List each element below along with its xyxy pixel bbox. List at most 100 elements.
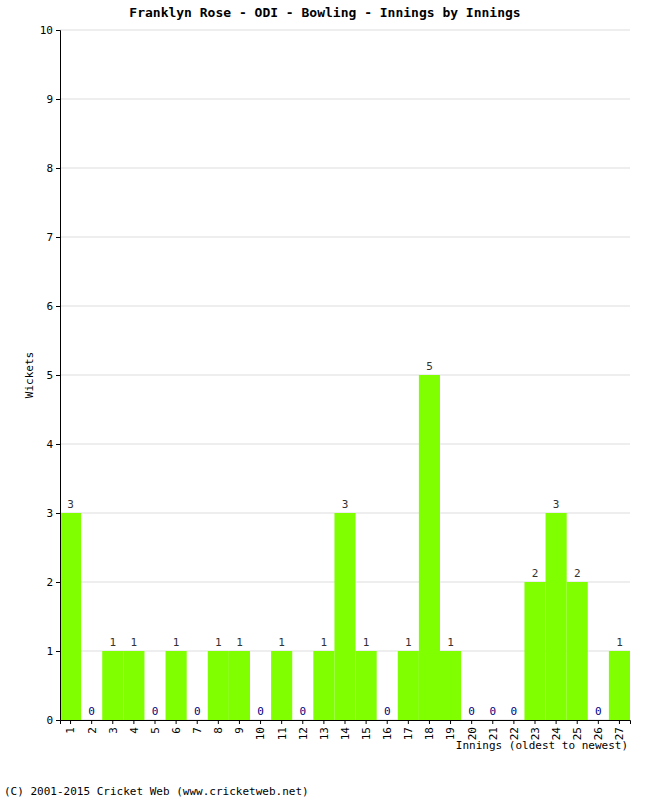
grid-line <box>60 168 630 169</box>
bar <box>292 720 313 721</box>
tick-label: 15 <box>360 727 373 740</box>
tick: 6 <box>170 720 183 734</box>
grid-line <box>60 375 630 376</box>
tick-mark <box>408 720 409 724</box>
tick-mark <box>197 720 198 724</box>
data-label: 3 <box>553 498 560 511</box>
tick-label: 6 <box>170 727 183 734</box>
tick: 20 <box>466 720 479 740</box>
bar <box>81 720 102 721</box>
bar <box>482 720 503 721</box>
tick: 9 <box>46 93 60 106</box>
tick-mark <box>387 720 388 724</box>
tick-label: 3 <box>46 507 53 520</box>
tick-mark <box>598 720 599 724</box>
tick: 9 <box>233 720 246 734</box>
bar <box>567 582 588 720</box>
data-label: 1 <box>215 636 222 649</box>
bar <box>60 513 81 720</box>
tick-mark <box>56 375 60 376</box>
tick-mark <box>56 444 60 445</box>
tick: 16 <box>381 720 394 740</box>
tick-label: 7 <box>46 231 53 244</box>
tick-mark <box>56 99 60 100</box>
tick-label: 5 <box>46 369 53 382</box>
tick-mark <box>176 720 177 724</box>
tick: 7 <box>46 231 60 244</box>
tick-label: 4 <box>128 727 141 734</box>
tick-mark <box>91 720 92 724</box>
bar <box>123 651 144 720</box>
tick-mark <box>492 720 493 724</box>
axis-line <box>61 721 631 725</box>
data-label: 0 <box>384 705 391 718</box>
data-label: 1 <box>616 636 623 649</box>
bar <box>166 651 187 720</box>
tick: 12 <box>297 720 310 740</box>
tick-mark <box>577 720 578 724</box>
data-label: 1 <box>278 636 285 649</box>
data-label: 1 <box>405 636 412 649</box>
x-axis: 1234567891011121314151617181920212223242… <box>61 720 631 740</box>
data-label: 1 <box>173 636 180 649</box>
tick: 4 <box>128 720 141 734</box>
tick-label: 8 <box>212 727 225 734</box>
tick: 21 <box>487 720 500 740</box>
data-label: 2 <box>574 567 581 580</box>
tick: 1 <box>64 720 77 734</box>
tick: 7 <box>191 720 204 734</box>
data-label: 1 <box>363 636 370 649</box>
tick: 8 <box>46 162 60 175</box>
tick: 11 <box>276 720 289 740</box>
tick-mark <box>56 30 60 31</box>
tick: 18 <box>423 720 436 740</box>
bar <box>334 513 355 720</box>
grid <box>60 30 630 720</box>
tick-mark <box>112 720 113 724</box>
data-label: 1 <box>131 636 138 649</box>
tick: 0 <box>46 714 60 727</box>
tick-mark <box>56 720 60 721</box>
bar <box>440 651 461 720</box>
data-label: 1 <box>321 636 328 649</box>
data-labels: 301101011010131015100023201 <box>67 360 623 718</box>
tick-label: 1 <box>46 645 53 658</box>
bar <box>208 651 229 720</box>
tick-mark <box>70 720 71 724</box>
background <box>0 0 650 800</box>
data-label: 0 <box>595 705 602 718</box>
chart: 3011010110101310151000232010123456789101… <box>0 0 650 800</box>
data-label: 0 <box>152 705 159 718</box>
tick-label: 2 <box>46 576 53 589</box>
data-label: 5 <box>426 360 433 373</box>
tick: 6 <box>46 300 60 313</box>
tick: 15 <box>360 720 373 740</box>
tick-mark <box>450 720 451 724</box>
bar <box>398 651 419 720</box>
tick-mark <box>535 720 536 724</box>
tick-mark <box>302 720 303 724</box>
tick: 10 <box>254 720 267 740</box>
data-label: 0 <box>489 705 496 718</box>
tick-mark <box>239 720 240 724</box>
tick: 5 <box>46 369 60 382</box>
tick-label: 11 <box>276 727 289 740</box>
tick-label: 7 <box>191 727 204 734</box>
tick: 4 <box>46 438 60 451</box>
tick-mark <box>56 168 60 169</box>
grid-line <box>60 99 630 100</box>
tick-mark <box>56 582 60 583</box>
bar <box>546 513 567 720</box>
tick: 3 <box>46 507 60 520</box>
bar <box>271 651 292 720</box>
bar <box>377 720 398 721</box>
data-label: 1 <box>447 636 454 649</box>
data-label: 1 <box>236 636 243 649</box>
tick: 8 <box>212 720 225 734</box>
bar <box>229 651 250 720</box>
title: Franklyn Rose - ODI - Bowling - Innings … <box>129 5 520 20</box>
data-label: 0 <box>194 705 201 718</box>
tick: 2 <box>86 720 99 734</box>
axis-line <box>56 31 61 721</box>
data-label: 3 <box>342 498 349 511</box>
